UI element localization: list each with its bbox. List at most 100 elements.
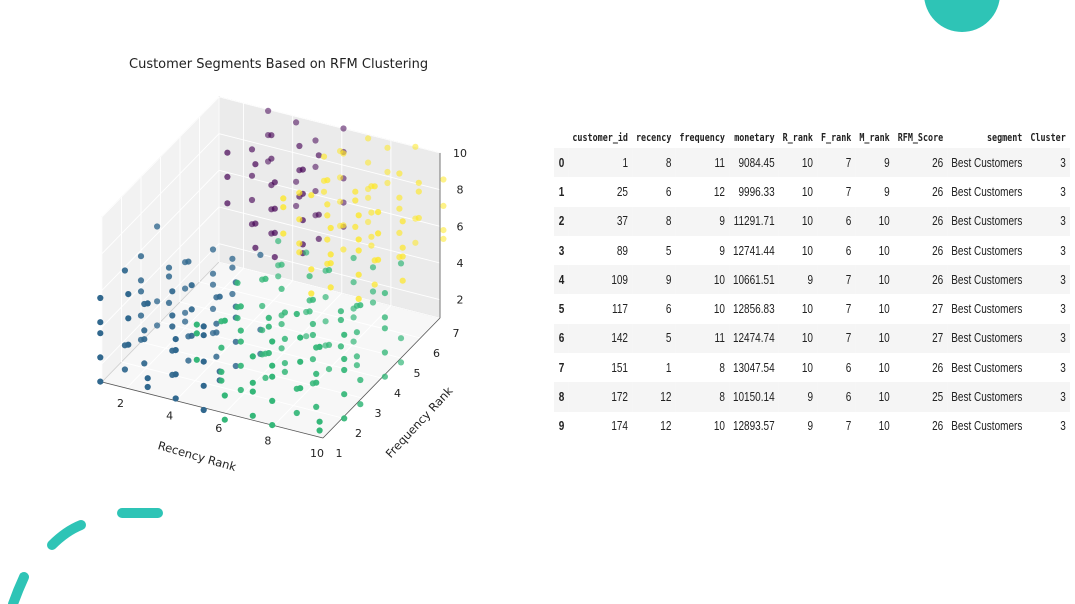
scatter-point	[97, 330, 104, 337]
scatter-point	[324, 201, 331, 208]
scatter-point	[232, 362, 239, 370]
scatter-point	[137, 253, 145, 260]
table-cell: 1	[622, 155, 628, 170]
table-cell: 10	[801, 214, 813, 229]
table-cell: 10	[878, 302, 890, 317]
scatter-point	[371, 281, 378, 288]
scatter-point	[399, 218, 406, 225]
scatter-point	[271, 179, 278, 186]
row-index: 1	[558, 184, 565, 199]
table-cell: 12	[660, 419, 672, 434]
scatter-point	[337, 174, 344, 181]
column-header: M_rank	[859, 132, 890, 144]
scatter-point	[200, 406, 207, 414]
scatter-point	[172, 336, 179, 343]
scatter-point	[268, 132, 275, 139]
scatter-point	[315, 235, 322, 242]
column-header: R_rank	[782, 132, 813, 144]
scatter-point	[262, 275, 269, 282]
table-cell: Best Customers	[951, 243, 1023, 258]
scatter-point	[269, 373, 276, 380]
table-cell: 1	[665, 360, 672, 375]
table-cell: 6	[845, 360, 852, 375]
table-cell: 10661.51	[732, 272, 775, 287]
scatter-point	[297, 358, 304, 365]
scatter-point	[396, 205, 403, 212]
scatter-point	[297, 385, 304, 392]
table-cell: 9	[807, 419, 813, 434]
scatter-point	[248, 196, 256, 204]
scatter-point	[353, 362, 360, 369]
y-tick-label: 3	[375, 407, 382, 420]
scatter-point	[415, 179, 422, 186]
table-cell: 9996.33	[738, 184, 775, 199]
table-row: 7 151 1 8 13047.54 10 6 10 26 Best Customers 3	[554, 353, 1070, 382]
scatter-point	[357, 401, 364, 408]
grid-line	[179, 301, 402, 359]
scatter-point	[265, 323, 272, 330]
table-cell: 8	[665, 155, 672, 170]
scatter-point	[315, 152, 322, 159]
table-cell: 10	[801, 155, 813, 170]
table-cell: 13047.54	[732, 360, 775, 375]
scatter-point	[397, 359, 405, 366]
table-cell: 10	[801, 331, 813, 346]
scatter-point	[375, 256, 382, 263]
table-cell: 25	[616, 184, 628, 199]
scatter-point	[296, 216, 303, 223]
scatter-point	[280, 195, 287, 202]
table-cell: 27	[932, 331, 944, 346]
scatter-point	[397, 260, 405, 267]
teal-circle-decoration	[924, 0, 1000, 32]
scatter-point	[249, 412, 256, 419]
grid-line	[101, 206, 220, 328]
scatter-point	[218, 344, 225, 351]
table-header-row: customer_id recency frequency monetary R_ran…	[554, 128, 1070, 148]
x-axis-line	[101, 381, 324, 439]
scatter-point	[271, 229, 278, 236]
scatter-point	[278, 285, 285, 292]
table-cell: 10	[713, 419, 725, 434]
table-cell: Best Customers	[951, 272, 1023, 287]
table-cell: 7	[845, 272, 852, 287]
table-cell: 10	[713, 272, 725, 287]
table-row: 3 89 5 9 12741.44 10 6 10 26 Best Customers 3	[554, 236, 1070, 265]
scatter-point	[281, 309, 288, 316]
table-cell: 3	[1060, 272, 1066, 287]
scatter-point	[185, 258, 192, 265]
scatter-point	[337, 198, 344, 205]
table-cell: 8	[665, 214, 672, 229]
scatter-point	[415, 188, 422, 195]
scatter-points	[97, 107, 447, 434]
scatter-point	[144, 300, 151, 307]
scatter-point	[293, 310, 300, 318]
table-cell: 12893.57	[732, 419, 775, 434]
scatter-point	[440, 202, 447, 209]
scatter-point	[293, 119, 300, 126]
scatter-point	[293, 178, 300, 185]
scatter-point	[229, 290, 236, 298]
scatter-point	[296, 249, 303, 256]
scatter-point	[224, 200, 231, 207]
table-cell: 37	[616, 214, 628, 229]
table-cell: 172	[611, 390, 628, 405]
scatter-point	[137, 277, 145, 284]
scatter-point	[172, 371, 179, 378]
scatter-point	[275, 273, 282, 280]
scatter-point	[200, 382, 207, 389]
scatter-point	[365, 218, 372, 226]
scatter-point	[369, 264, 377, 271]
table-cell: 10150.14	[732, 390, 775, 405]
table-cell: 12	[660, 390, 672, 405]
scatter-point	[308, 290, 315, 297]
scatter-point	[357, 302, 364, 309]
table-cell: Best Customers	[951, 390, 1023, 405]
scatter-point	[312, 137, 319, 144]
table-cell: 117	[612, 302, 628, 317]
scatter-point	[121, 267, 128, 274]
scatter-point	[309, 296, 316, 303]
scatter-point	[375, 209, 382, 216]
scatter-point	[303, 333, 310, 340]
x-tick-label: 8	[264, 435, 271, 448]
scatter-point	[312, 163, 319, 170]
